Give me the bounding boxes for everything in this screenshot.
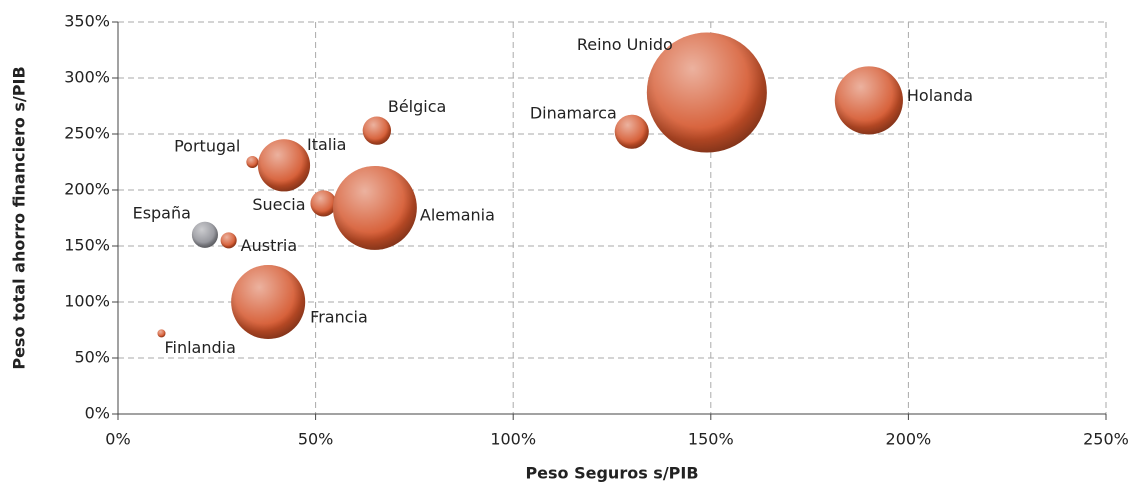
bubble-highlight [362, 116, 391, 145]
bubble-label: Suecia [252, 195, 305, 214]
bubble-label: España [133, 203, 191, 222]
x-tick-label: 150% [688, 430, 734, 449]
bubble-label: Francia [310, 308, 368, 327]
y-axis-title: Peso total ahorro financiero s/PIB [10, 66, 29, 369]
x-tick-label: 100% [490, 430, 536, 449]
bubble-highlight [310, 190, 337, 217]
bubble-highlight [614, 114, 649, 149]
bubble-label: Reino Unido [577, 35, 673, 54]
bubble-highlight [646, 32, 767, 153]
bubble-label: Alemania [420, 205, 495, 224]
x-tick-label: 200% [886, 430, 932, 449]
bubble-label: Portugal [174, 137, 240, 156]
bubble-label: Bélgica [388, 97, 446, 116]
bubble-label: Finlandia [164, 338, 235, 357]
bubble-highlight [834, 66, 903, 135]
y-tick-label: 150% [64, 236, 110, 255]
y-tick-label: 300% [64, 68, 110, 87]
bubble-highlight [157, 329, 166, 338]
x-tick-label: 50% [298, 430, 334, 449]
bubble-highlight [220, 232, 237, 249]
bubble-label: Dinamarca [530, 103, 617, 122]
bubble-highlight [246, 156, 259, 168]
x-axis-title: Peso Seguros s/PIB [525, 464, 698, 483]
y-tick-label: 200% [64, 180, 110, 199]
y-tick-label: 250% [64, 124, 110, 143]
y-tick-label: 0% [85, 404, 110, 423]
x-tick-label: 250% [1083, 430, 1129, 449]
bubble-highlight [191, 221, 218, 248]
y-tick-label: 50% [74, 348, 110, 367]
y-tick-label: 100% [64, 292, 110, 311]
bubble-label: Austria [241, 236, 298, 255]
x-tick-label: 0% [105, 430, 130, 449]
bubble-label: Italia [307, 135, 347, 154]
bubble-highlight [257, 139, 311, 192]
bubble-highlight [231, 264, 306, 340]
bubble-highlight [332, 165, 417, 250]
y-tick-label: 350% [64, 12, 110, 31]
bubble-label: Holanda [907, 86, 973, 105]
